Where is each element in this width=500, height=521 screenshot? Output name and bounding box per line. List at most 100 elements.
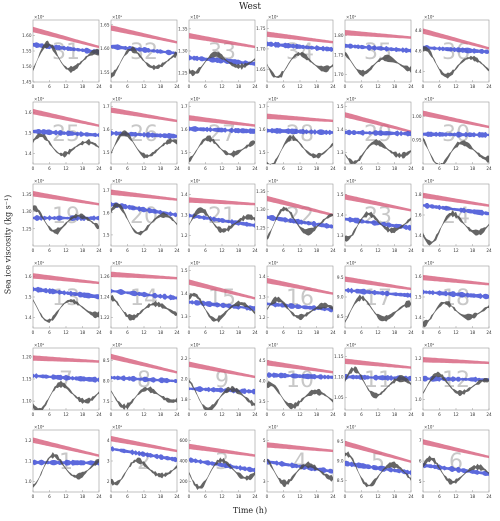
panel-number: 21 (208, 204, 236, 229)
x-tick-label: 12 (141, 494, 147, 499)
y-tick-label: 1.5 (181, 268, 188, 273)
x-tick-label: 0 (422, 494, 425, 499)
panel-number: 10 (286, 368, 314, 393)
x-tick-label: 12 (453, 248, 459, 253)
x-tick-label: 18 (314, 494, 320, 499)
y-tick-label: 1.0 (25, 479, 32, 484)
x-tick-label: 18 (314, 412, 320, 417)
y-tick-label: 1.8 (181, 397, 188, 402)
gray-series-band (111, 386, 177, 410)
x-tick-label: 18 (392, 412, 398, 417)
y-tick-label: 1.7 (259, 104, 266, 109)
x-tick-label: 24 (408, 166, 414, 171)
panel-18: ×10⁹ 1.6 1.5 1.4 0 6 12 18 24 18 (415, 261, 492, 336)
x-tick-label: 24 (174, 248, 180, 253)
x-tick-label: 0 (110, 166, 113, 171)
exponent-label: ×10⁷ (268, 425, 278, 430)
x-tick-label: 18 (236, 248, 242, 253)
x-tick-label: 24 (252, 494, 258, 499)
y-tick-label: 1.5 (25, 295, 32, 300)
gray-series-band (345, 139, 411, 164)
x-tick-label: 18 (392, 166, 398, 171)
exponent-label: ×10⁸ (34, 425, 44, 430)
x-tick-label: 6 (360, 84, 363, 89)
x-tick-label: 6 (48, 494, 51, 499)
x-tick-label: 0 (344, 412, 347, 417)
blue-series-band (267, 372, 333, 380)
y-tick-label: 4.8 (415, 28, 422, 33)
x-tick-label: 0 (110, 330, 113, 335)
x-tick-label: 12 (453, 330, 459, 335)
exponent-label: ×10⁷ (424, 425, 434, 430)
x-tick-label: 6 (360, 248, 363, 253)
gray-series-band (33, 205, 99, 235)
y-tick-label: 1.15 (22, 377, 32, 382)
red-series-band (267, 195, 333, 217)
exponent-label: ×10⁹ (34, 15, 44, 20)
x-tick-label: 24 (96, 248, 102, 253)
x-tick-label: 12 (453, 166, 459, 171)
x-tick-label: 24 (330, 248, 336, 253)
y-tick-label: 1.55 (100, 70, 110, 75)
y-tick-label: 9.0 (337, 459, 344, 464)
x-tick-label: 6 (438, 84, 441, 89)
x-tick-label: 18 (80, 84, 86, 89)
x-tick-label: 18 (470, 166, 476, 171)
x-tick-label: 6 (48, 166, 51, 171)
x-tick-label: 6 (204, 166, 207, 171)
x-tick-label: 18 (470, 494, 476, 499)
x-tick-label: 0 (422, 166, 425, 171)
y-tick-label: 1.35 (256, 189, 266, 194)
exponent-label: ×10⁹ (268, 261, 278, 266)
x-tick-label: 18 (80, 412, 86, 417)
y-tick-label: 9.5 (337, 275, 344, 280)
x-tick-label: 0 (266, 412, 269, 417)
y-tick-label: 1.2 (181, 233, 188, 238)
exponent-label: ×10⁹ (424, 15, 434, 20)
y-tick-label: 1.35 (178, 26, 188, 31)
y-tick-label: 1.8 (415, 192, 422, 197)
y-tick-label: 7 (419, 438, 422, 443)
x-tick-label: 12 (375, 412, 381, 417)
blue-series-band (189, 126, 255, 134)
y-tick-label: 1.70 (334, 72, 344, 77)
x-tick-label: 0 (266, 330, 269, 335)
x-tick-label: 12 (63, 330, 69, 335)
red-series-band (345, 440, 411, 463)
blue-series-band (345, 460, 411, 476)
exponent-label: ×10⁹ (34, 261, 44, 266)
blue-series-band (189, 457, 255, 473)
gray-series-band (423, 371, 489, 396)
gray-series-band (345, 294, 411, 323)
x-tick-label: 24 (252, 412, 258, 417)
x-tick-label: 18 (80, 248, 86, 253)
x-tick-label: 6 (282, 330, 285, 335)
y-tick-label: 4.5 (259, 358, 266, 363)
y-tick-label: 1.24 (100, 295, 110, 300)
blue-series-band (345, 216, 411, 231)
y-tick-label: 1.6 (103, 210, 110, 215)
exponent-label: ×10⁷ (268, 343, 278, 348)
x-tick-label: 12 (219, 248, 225, 253)
blue-series-band (267, 41, 333, 52)
x-tick-label: 6 (438, 330, 441, 335)
x-tick-label: 6 (48, 84, 51, 89)
y-tick-label: 1.30 (178, 49, 188, 54)
blue-series-band (111, 201, 177, 218)
red-series-band (33, 437, 99, 457)
exponent-label: ×10⁸ (190, 343, 200, 348)
exponent-label: ×10⁹ (424, 179, 434, 184)
exponent-label: ×10⁸ (424, 343, 434, 348)
x-tick-label: 24 (252, 330, 258, 335)
red-series-band (345, 276, 411, 291)
